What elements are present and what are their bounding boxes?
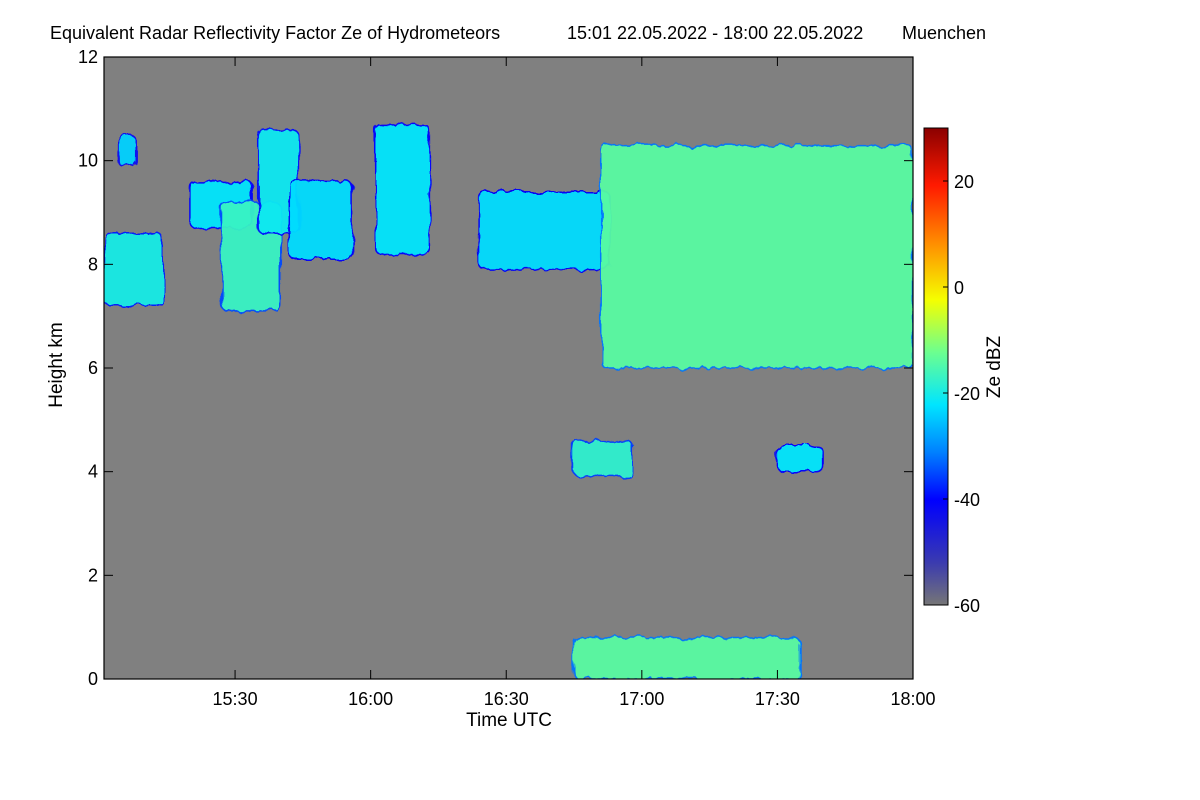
echo-layer (104, 123, 913, 679)
colorbar-tick-label: -40 (954, 490, 980, 510)
colorbar-tick-label: 0 (954, 278, 964, 298)
y-tick-label: 12 (78, 47, 98, 67)
cirrus-patch-6 (288, 180, 354, 260)
cirrus-patch-2 (116, 134, 137, 167)
colorbar: 20 0 -20 -40 -60 Ze dBZ (923, 127, 1005, 616)
cirrus-band-middle (478, 191, 611, 271)
chart-location: Muenchen (902, 23, 986, 43)
cirrus-patch-7 (374, 123, 431, 255)
cirrus-deck-east (600, 144, 913, 369)
plot-area: 15:30 16:00 16:30 17:00 17:30 18:00 0 2 4 6 8 10 12 (78, 47, 936, 709)
x-axis-label: Time UTC (466, 710, 552, 731)
midlevel-cell-1 (573, 439, 634, 478)
colorbar-tick-label: -60 (954, 596, 980, 616)
colorbar-tick-label: 20 (954, 172, 974, 192)
colorbar-ticks: 20 0 -20 -40 -60 (943, 172, 980, 616)
colorbar-label: Ze dBZ (984, 335, 1005, 398)
x-tick-label: 17:00 (619, 689, 664, 709)
y-tick-label: 6 (88, 358, 98, 378)
x-axis: 15:30 16:00 16:30 17:00 17:30 18:00 (213, 57, 936, 709)
near-surface-clutter (573, 636, 801, 679)
y-tick-label: 10 (78, 151, 98, 171)
cirrus-patch-1 (104, 232, 164, 307)
chart-period: 15:01 22.05.2022 - 18:00 22.05.2022 (567, 23, 863, 43)
x-tick-label: 18:00 (890, 689, 935, 709)
colorbar-gradient (923, 127, 949, 606)
x-tick-label: 16:00 (348, 689, 393, 709)
y-tick-label: 8 (88, 254, 98, 274)
x-tick-label: 17:30 (755, 689, 800, 709)
y-tick-label: 4 (88, 462, 98, 482)
x-tick-label: 15:30 (213, 689, 258, 709)
chart-title: Equivalent Radar Reflectivity Factor Ze … (50, 23, 500, 43)
x-tick-label: 16:30 (484, 689, 529, 709)
y-tick-label: 0 (88, 669, 98, 689)
midlevel-cell-2 (776, 445, 824, 473)
y-axis-label: Height km (46, 322, 67, 408)
y-tick-label: 2 (88, 565, 98, 585)
colorbar-tick-label: -20 (954, 384, 980, 404)
y-axis: 0 2 4 6 8 10 12 (78, 47, 913, 689)
